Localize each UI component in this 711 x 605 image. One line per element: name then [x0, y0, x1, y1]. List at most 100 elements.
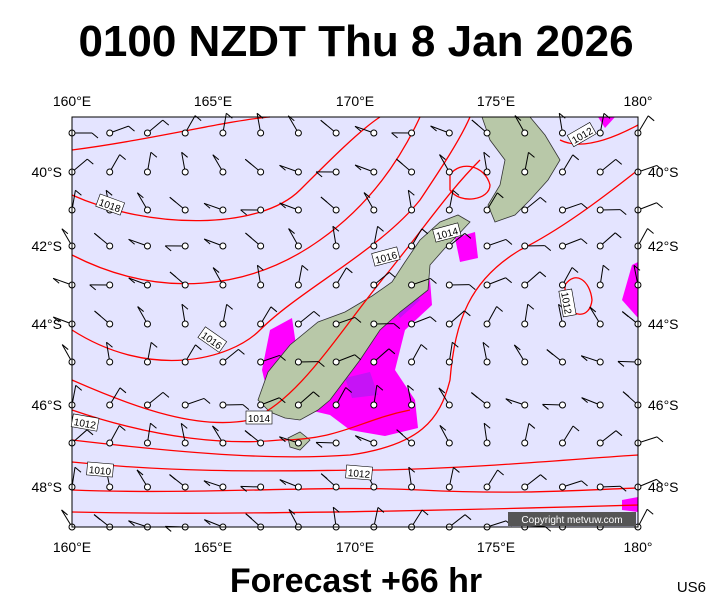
barb-station — [484, 359, 490, 365]
barb-station — [522, 321, 528, 327]
lat-label-right: 42°S — [648, 238, 679, 254]
barb-station — [258, 359, 264, 365]
barb-station — [333, 484, 339, 490]
barb-station — [295, 282, 301, 288]
barb-station — [409, 207, 415, 213]
barb-station — [559, 484, 565, 490]
lat-label-left: 40°S — [31, 164, 62, 180]
barb-station — [258, 484, 264, 490]
barb-station — [371, 243, 377, 249]
isobar-label: 1012 — [345, 465, 372, 481]
barb-station — [107, 169, 113, 175]
barb-station — [295, 321, 301, 327]
barb-station — [446, 484, 452, 490]
barb-station — [107, 243, 113, 249]
barb-station — [333, 130, 339, 136]
barb-station — [597, 243, 603, 249]
barb-station — [371, 130, 377, 136]
barb-station — [597, 321, 603, 327]
barb-station — [295, 243, 301, 249]
barb-station — [182, 282, 188, 288]
barb-station — [182, 321, 188, 327]
barb-station — [220, 130, 226, 136]
lon-label-top: 170°E — [336, 93, 374, 109]
barb-station — [597, 484, 603, 490]
barb-station — [182, 130, 188, 136]
barb-station — [333, 359, 339, 365]
barb-station — [559, 321, 565, 327]
barb-station — [446, 402, 452, 408]
barb-station — [522, 207, 528, 213]
barb-station — [220, 169, 226, 175]
barb-station — [409, 282, 415, 288]
barb-station — [446, 207, 452, 213]
barb-station — [522, 402, 528, 408]
barb-station — [258, 402, 264, 408]
barb-station — [446, 321, 452, 327]
barb-station — [144, 359, 150, 365]
barb-station — [522, 243, 528, 249]
barb-station — [295, 484, 301, 490]
lat-label-right: 46°S — [648, 397, 679, 413]
barb-station — [484, 402, 490, 408]
barb-station — [182, 243, 188, 249]
title: 0100 NZDT Thu 8 Jan 2026 — [78, 17, 633, 66]
barb-station — [144, 130, 150, 136]
barb-station — [371, 359, 377, 365]
barb-station — [597, 282, 603, 288]
barb-station — [559, 402, 565, 408]
barb-station — [559, 440, 565, 446]
isobar-label: 1010 — [86, 462, 113, 478]
barb-station — [107, 402, 113, 408]
barb-station — [333, 282, 339, 288]
barb-station — [484, 207, 490, 213]
barb-station — [220, 207, 226, 213]
barb-station — [295, 402, 301, 408]
barb-station — [220, 484, 226, 490]
barb-station — [371, 169, 377, 175]
barb-station — [295, 130, 301, 136]
barb-station — [409, 130, 415, 136]
barb-station — [144, 282, 150, 288]
barb-station — [295, 207, 301, 213]
barb-station — [597, 207, 603, 213]
copyright: Copyright metvuw.com — [521, 515, 622, 526]
barb-station — [333, 440, 339, 446]
barb-station — [522, 484, 528, 490]
barb-station — [182, 484, 188, 490]
barb-station — [107, 359, 113, 365]
barb-station — [333, 207, 339, 213]
lon-label-bottom: 160°E — [53, 539, 91, 555]
barb-station — [522, 282, 528, 288]
barb-station — [258, 243, 264, 249]
barb-station — [522, 359, 528, 365]
barb-station — [258, 282, 264, 288]
barb-station — [144, 402, 150, 408]
barb-station — [559, 207, 565, 213]
barb-station — [409, 402, 415, 408]
map-code: US6 — [677, 579, 706, 596]
lat-label-right: 48°S — [648, 479, 679, 495]
lon-label-bottom: 170°E — [336, 539, 374, 555]
barb-station — [107, 282, 113, 288]
isobar-label-text: 1012 — [347, 468, 371, 481]
barb-station — [522, 440, 528, 446]
lat-label-right: 40°S — [648, 164, 679, 180]
barb-station — [409, 440, 415, 446]
barb-station — [258, 440, 264, 446]
lat-label-left: 48°S — [31, 479, 62, 495]
barb-station — [220, 282, 226, 288]
barb-station — [144, 243, 150, 249]
lon-label-bottom: 175°E — [477, 539, 515, 555]
barb-station — [371, 282, 377, 288]
barb-station — [220, 321, 226, 327]
barb-station — [446, 130, 452, 136]
barb-station — [446, 440, 452, 446]
barb-station — [333, 402, 339, 408]
barb-station — [559, 130, 565, 136]
barb-station — [258, 169, 264, 175]
barb-station — [446, 169, 452, 175]
barb-station — [107, 440, 113, 446]
barb-station — [182, 359, 188, 365]
barb-station — [295, 169, 301, 175]
